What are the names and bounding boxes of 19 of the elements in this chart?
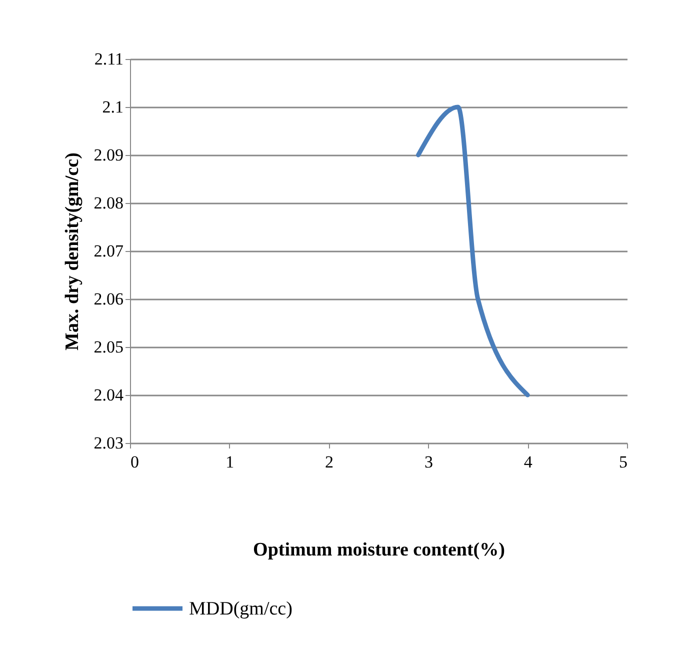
legend-label: MDD(gm/cc): [189, 598, 292, 620]
y-tick-label: 2.08: [94, 194, 124, 212]
line-series: [416, 104, 530, 398]
x-tick-label: 4: [524, 452, 533, 472]
y-tick-label: 2.06: [94, 290, 124, 308]
x-tick-label: 0: [130, 452, 139, 472]
x-tick-label: 5: [619, 452, 628, 472]
x-tick-label: 1: [226, 452, 234, 472]
x-axis-title: Optimum moisture content(%): [253, 540, 505, 560]
y-tick-label: 2.09: [94, 146, 124, 164]
y-tick-label: 2.1: [102, 98, 124, 116]
y-axis-title: Max. dry density(gm/cc): [62, 152, 83, 350]
y-tick-label: 2.05: [94, 338, 124, 356]
y-tick-label: 2.11: [94, 50, 124, 68]
y-tick-label: 2.07: [94, 242, 124, 260]
y-tick-label: 2.03: [94, 434, 124, 452]
x-tick-label: 3: [424, 452, 433, 472]
x-tick-label: 2: [325, 452, 334, 472]
y-tick-label: 2.04: [94, 386, 124, 404]
